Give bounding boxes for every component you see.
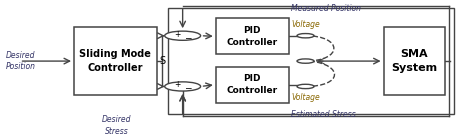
Text: Measured Position: Measured Position	[292, 4, 361, 13]
Bar	[74, 27, 156, 95]
Text: Desired
Stress: Desired Stress	[102, 115, 131, 135]
Text: S: S	[159, 56, 165, 66]
Text: PID
Controller: PID Controller	[227, 74, 278, 95]
Circle shape	[164, 82, 201, 91]
Text: Voltage: Voltage	[292, 93, 320, 102]
Bar	[216, 18, 289, 54]
Circle shape	[297, 34, 314, 38]
Text: −: −	[184, 33, 192, 42]
Circle shape	[297, 84, 314, 89]
Text: +: +	[174, 80, 181, 89]
Text: PID
Controller: PID Controller	[227, 26, 278, 47]
Text: Sliding Mode
Controller: Sliding Mode Controller	[79, 49, 151, 73]
Bar	[216, 67, 289, 103]
Bar	[383, 27, 445, 95]
Text: SMA
System: SMA System	[391, 49, 438, 73]
Circle shape	[297, 59, 314, 63]
Bar	[168, 8, 455, 114]
Text: +: +	[174, 30, 181, 39]
Circle shape	[164, 31, 201, 40]
Text: Voltage: Voltage	[292, 20, 320, 29]
Text: Desired
Position: Desired Position	[5, 51, 36, 71]
Text: Estimated Stress: Estimated Stress	[292, 110, 356, 119]
Text: −: −	[184, 84, 192, 93]
